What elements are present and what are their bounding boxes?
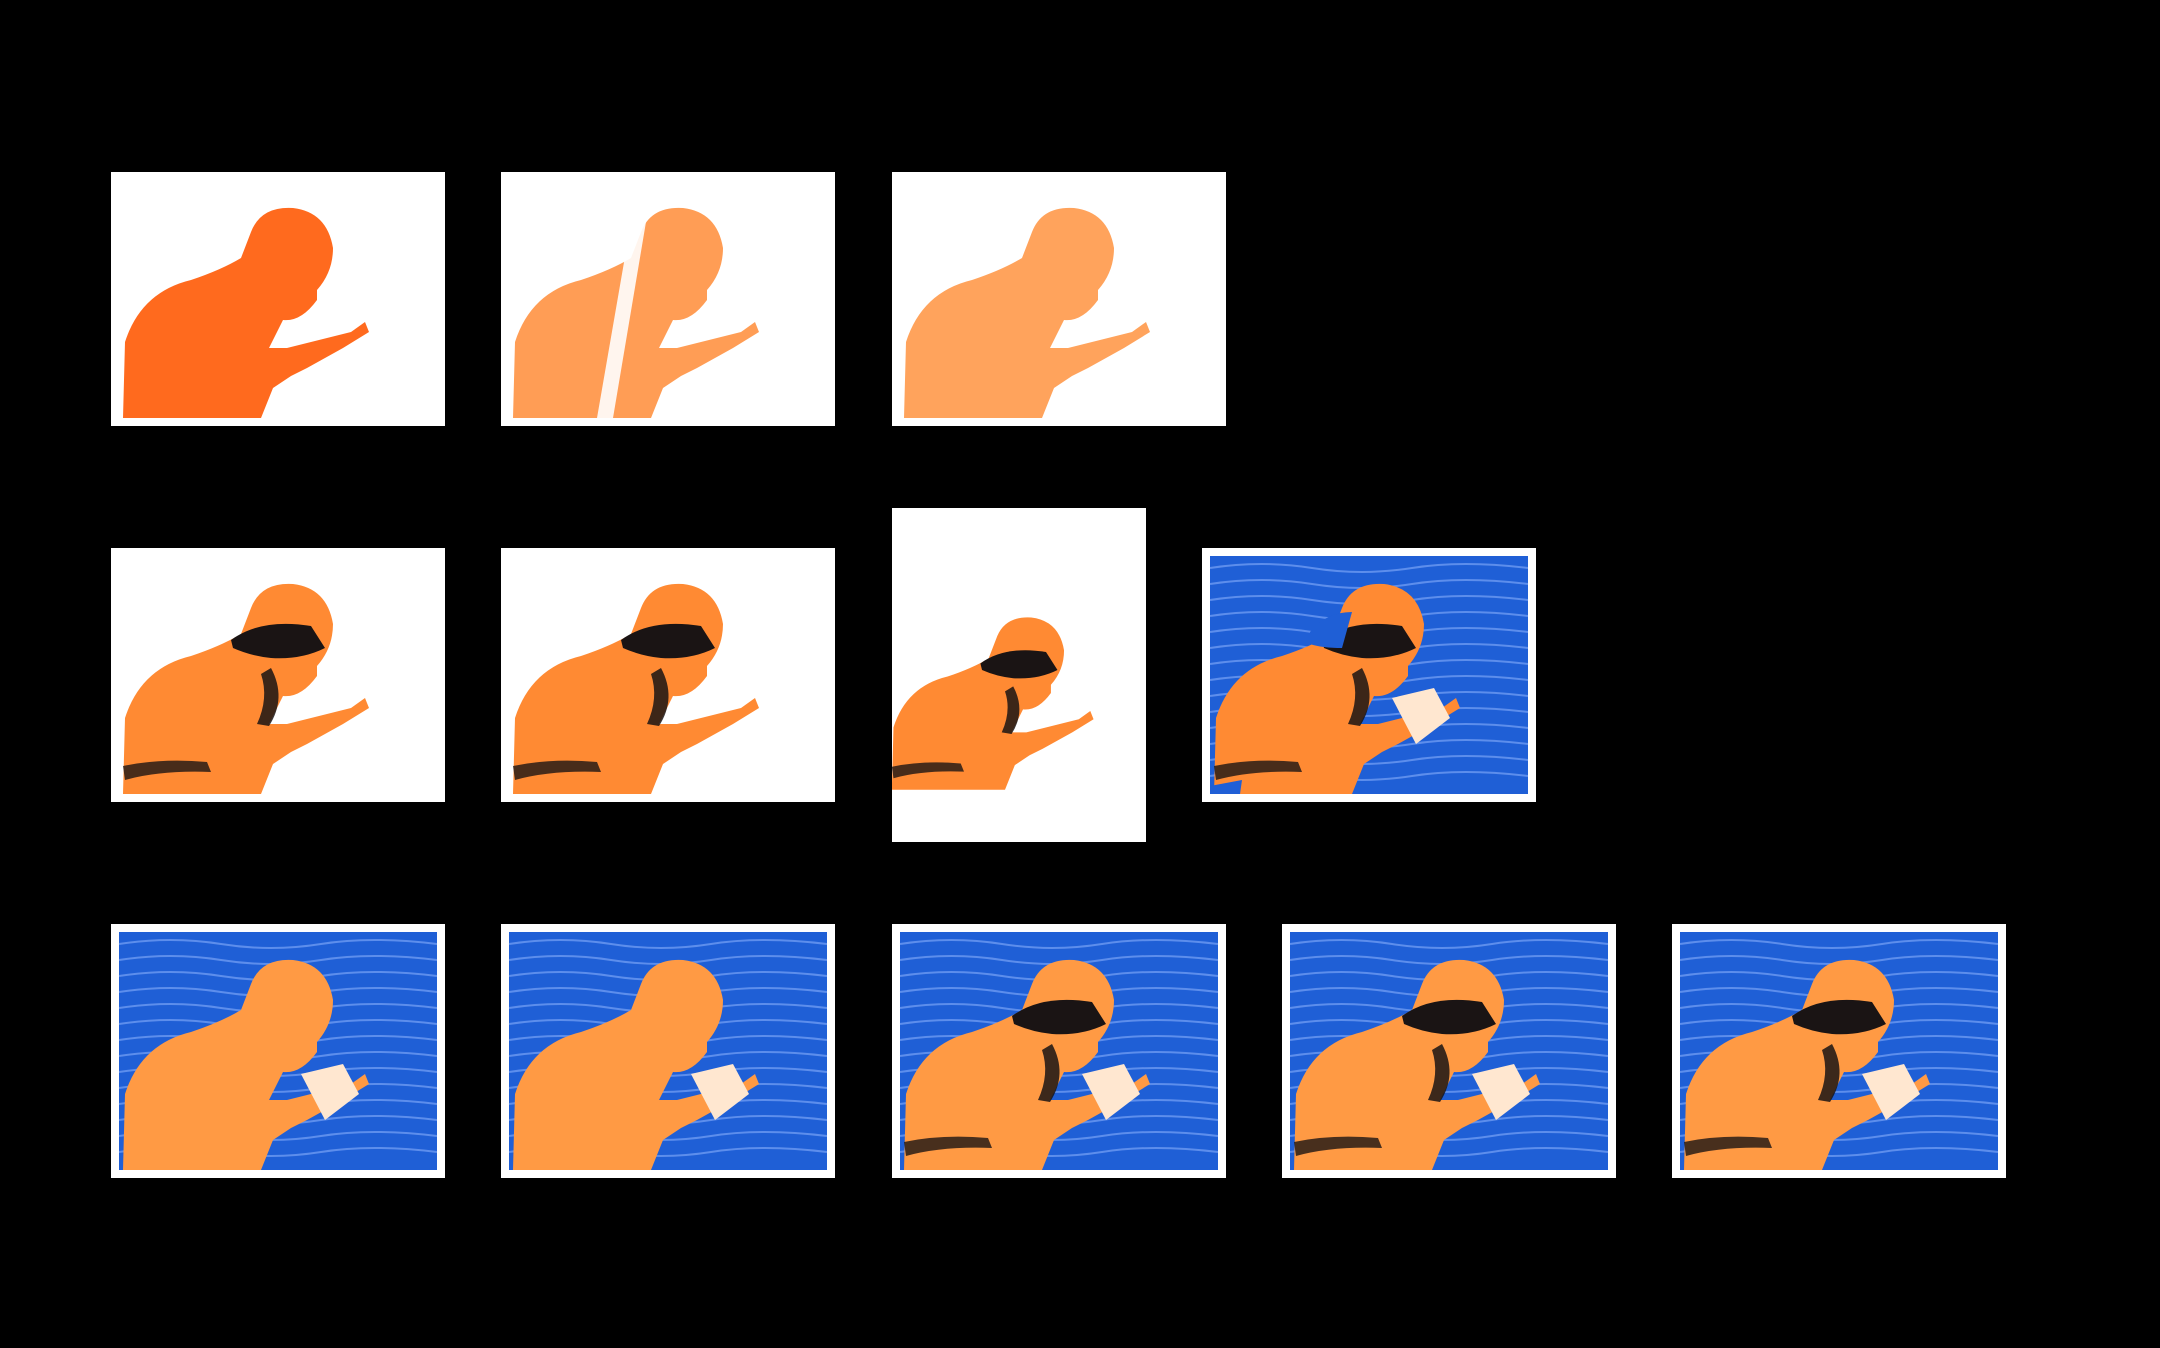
print-blue-orange-4 (1282, 924, 1616, 1178)
print-blue-orange-3 (892, 924, 1226, 1178)
print-orange-black-4 (1202, 548, 1536, 802)
print-blue-orange-5 (1672, 924, 2006, 1178)
print-orange-only-3 (892, 172, 1226, 426)
print-orange-black-2 (501, 548, 835, 802)
print-orange-only-1 (111, 172, 445, 426)
print-orange-only-2 (501, 172, 835, 426)
print-orange-black-3 (892, 508, 1146, 842)
print-orange-black-1 (111, 548, 445, 802)
print-blue-orange-1 (111, 924, 445, 1178)
print-blue-orange-2 (501, 924, 835, 1178)
